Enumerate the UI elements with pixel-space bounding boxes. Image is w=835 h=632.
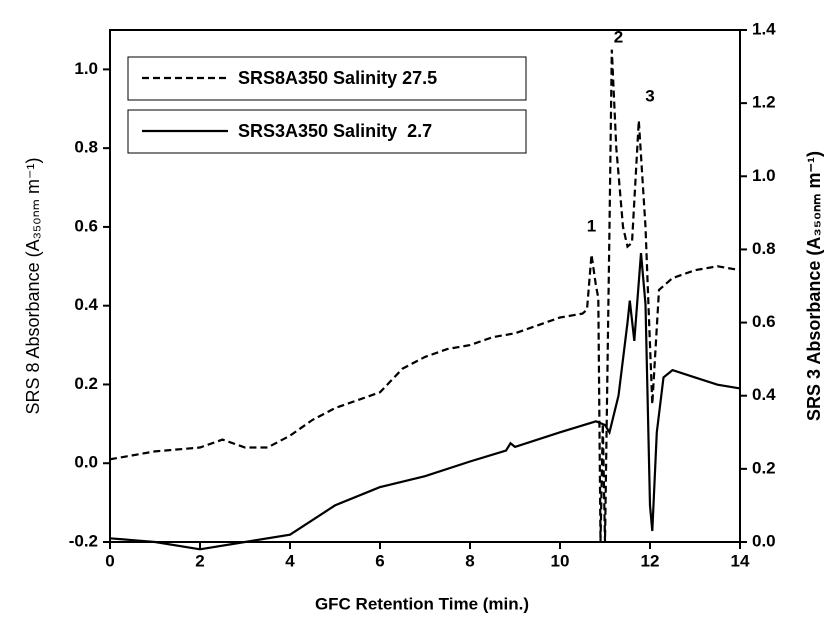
y2-tick-label: 1.2 bbox=[752, 93, 776, 112]
x-tick-label: 10 bbox=[551, 551, 570, 570]
x-tick-label: 14 bbox=[731, 551, 750, 570]
plot-frame bbox=[109, 29, 741, 543]
data-line bbox=[109, 49, 741, 543]
legend-box bbox=[127, 56, 527, 101]
y2-tick-label: 1.0 bbox=[752, 166, 776, 185]
data-line bbox=[109, 253, 741, 551]
x-tick-label: 4 bbox=[285, 551, 295, 570]
y-tick-label: 0.0 bbox=[74, 453, 98, 472]
y2-tick-label: 1.4 bbox=[752, 19, 776, 38]
y2-tick-label: 0.0 bbox=[752, 531, 776, 550]
y-tick-label: 1.0 bbox=[74, 59, 98, 78]
annotation: 2 bbox=[614, 27, 623, 46]
y2-tick-label: 0.2 bbox=[752, 458, 776, 477]
x-tick-label: 12 bbox=[641, 551, 660, 570]
y2-tick-label: 0.4 bbox=[752, 385, 776, 404]
y-tick-label: 0.8 bbox=[74, 138, 98, 157]
x-tick-label: 2 bbox=[195, 551, 204, 570]
y2-tick-label: 0.8 bbox=[752, 239, 776, 258]
y-tick-label: 0.2 bbox=[74, 374, 98, 393]
legend-label: SRS3A350 Salinity 2.7 bbox=[238, 121, 432, 141]
y-tick-label: -0.2 bbox=[69, 531, 98, 550]
legend-label: SRS8A350 Salinity 27.5 bbox=[238, 68, 437, 88]
y2-tick-label: 0.6 bbox=[752, 312, 776, 331]
annotation: 1 bbox=[587, 216, 596, 235]
y-tick-label: 0.6 bbox=[74, 216, 98, 235]
annotation: 3 bbox=[645, 86, 654, 105]
x-tick-label: 0 bbox=[105, 551, 114, 570]
y-tick-label: 0.4 bbox=[74, 295, 98, 314]
x-tick-label: 6 bbox=[375, 551, 384, 570]
y2-axis-title: SRS 3 Absorbance (A₃₅₀ₙₘ m⁻¹) bbox=[804, 151, 824, 421]
y-axis-title: SRS 8 Absorbance (A₃₅₀ₙₘ m⁻¹) bbox=[23, 157, 43, 414]
x-tick-label: 8 bbox=[465, 551, 474, 570]
x-axis-title: GFC Retention Time (min.) bbox=[315, 594, 529, 613]
